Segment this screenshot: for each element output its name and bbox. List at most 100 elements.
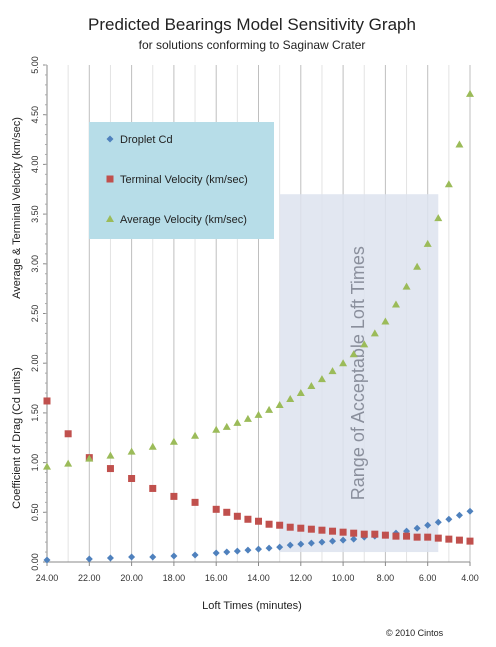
triangle-point xyxy=(191,431,200,439)
copyright: © 2010 Cintos xyxy=(386,628,444,638)
square-point xyxy=(455,536,463,544)
triangle-point xyxy=(370,329,379,337)
x-tick-label: 12.00 xyxy=(290,573,313,583)
square-point xyxy=(43,397,51,405)
square-point xyxy=(170,492,178,500)
diamond-point xyxy=(329,537,337,545)
square-point xyxy=(244,515,252,523)
square-point xyxy=(403,532,411,540)
diamond-point xyxy=(297,540,305,548)
diamond-point xyxy=(339,536,347,544)
square-point xyxy=(434,534,442,542)
x-tick-label: 22.00 xyxy=(78,573,101,583)
diamond-point xyxy=(170,552,178,560)
square-point xyxy=(223,508,231,516)
triangle-point xyxy=(328,367,337,375)
triangle-point xyxy=(222,422,231,430)
series-2 xyxy=(43,89,474,470)
square-point xyxy=(212,505,220,513)
triangle-point xyxy=(127,447,136,455)
triangle-point xyxy=(402,282,411,290)
triangle-point xyxy=(466,89,474,97)
y-tick-label: 1.50 xyxy=(30,404,40,422)
y-tick-label: 1.00 xyxy=(30,454,40,472)
triangle-point xyxy=(413,262,422,270)
triangle-point xyxy=(381,317,390,325)
x-tick-label: 24.00 xyxy=(36,573,59,583)
diamond-point xyxy=(455,511,463,519)
triangle-point xyxy=(275,400,284,408)
x-tick-label: 16.00 xyxy=(205,573,228,583)
diamond-point xyxy=(212,549,220,557)
x-axis-label: Loft Times (minutes) xyxy=(202,600,302,612)
triangle-point xyxy=(444,180,453,188)
y-tick-label: 3.00 xyxy=(30,255,40,273)
triangle-point xyxy=(317,375,326,383)
x-tick-label: 14.00 xyxy=(247,573,270,583)
square-point xyxy=(233,512,241,520)
square-point xyxy=(329,527,337,535)
data-marks xyxy=(43,89,474,564)
square-point xyxy=(149,484,157,492)
diamond-point xyxy=(244,546,252,554)
diamond-point xyxy=(307,539,315,547)
square-point xyxy=(445,535,453,543)
diamond-point xyxy=(149,553,157,561)
x-tick-label: 4.00 xyxy=(461,573,479,583)
diamond-point xyxy=(424,521,432,529)
diamond-point xyxy=(191,551,199,559)
x-tick-label: 6.00 xyxy=(419,573,437,583)
legend-entry-label: Droplet Cd xyxy=(120,134,173,146)
square-point xyxy=(297,524,305,532)
square-point xyxy=(350,529,358,537)
y-tick-label: 2.50 xyxy=(30,305,40,323)
diamond-point xyxy=(265,544,273,552)
triangle-point xyxy=(455,140,464,148)
legend-entry-label: Terminal Velocity (km/sec) xyxy=(120,174,248,186)
square-point xyxy=(318,526,326,534)
square-point xyxy=(265,520,273,528)
x-tick-label: 8.00 xyxy=(377,573,395,583)
y-tick-label: 2.00 xyxy=(30,354,40,372)
diamond-point xyxy=(255,545,262,553)
y-tick-label: 0.50 xyxy=(30,504,40,522)
triangle-point xyxy=(265,405,274,413)
y-axis-label-bottom: Coefficient of Drag (Cd units) xyxy=(11,367,23,509)
y-tick-label: 4.50 xyxy=(30,106,40,124)
legend-diamond-icon xyxy=(106,135,114,143)
diamond-point xyxy=(106,554,114,562)
triangle-point xyxy=(423,239,432,247)
triangle-point xyxy=(85,454,94,462)
diamond-point xyxy=(128,553,136,561)
diamond-point xyxy=(233,547,241,555)
square-point xyxy=(106,465,114,473)
square-point xyxy=(413,533,421,541)
acceptable-loft-range-band xyxy=(279,194,439,553)
diamond-point xyxy=(445,515,453,523)
legend-square-icon xyxy=(106,175,114,183)
diamond-point xyxy=(286,541,294,549)
square-point xyxy=(466,537,474,545)
triangle-point xyxy=(64,459,73,467)
triangle-point xyxy=(169,437,178,445)
square-point xyxy=(255,517,262,525)
square-point xyxy=(381,531,389,539)
square-point xyxy=(360,530,368,538)
triangle-point xyxy=(43,462,51,470)
triangle-point xyxy=(307,382,316,390)
y-axis-label-top: Average & Terminal Velocity (km/sec) xyxy=(11,117,23,299)
triangle-point xyxy=(391,300,400,308)
diamond-point xyxy=(276,543,284,551)
diamond-point xyxy=(466,507,474,515)
triangle-point xyxy=(212,425,221,433)
legend-triangle-icon xyxy=(106,215,114,222)
triangle-point xyxy=(243,414,252,422)
square-point xyxy=(191,498,199,506)
legend: Droplet Cd Terminal Velocity (km/sec) Aver… xyxy=(89,122,274,239)
legend-box xyxy=(89,122,274,239)
legend-entry-label: Average Velocity (km/sec) xyxy=(120,214,247,226)
series-1 xyxy=(43,397,474,545)
square-point xyxy=(276,521,284,529)
y-tick-label: 4.00 xyxy=(30,156,40,174)
